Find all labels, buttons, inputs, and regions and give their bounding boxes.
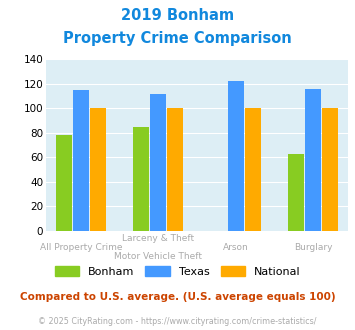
Text: Burglary: Burglary [294, 243, 332, 251]
Text: All Property Crime: All Property Crime [40, 243, 122, 251]
Bar [305, 89, 321, 231]
Bar [288, 154, 304, 231]
Text: © 2025 CityRating.com - https://www.cityrating.com/crime-statistics/: © 2025 CityRating.com - https://www.city… [38, 317, 317, 326]
Bar [322, 109, 338, 231]
Bar [228, 82, 244, 231]
Bar [133, 127, 149, 231]
Bar [245, 109, 261, 231]
Bar [168, 109, 183, 231]
Bar [151, 94, 166, 231]
Text: Property Crime Comparison: Property Crime Comparison [63, 31, 292, 46]
Text: Motor Vehicle Theft: Motor Vehicle Theft [114, 252, 202, 261]
Text: Larceny & Theft: Larceny & Theft [122, 234, 195, 243]
Text: Compared to U.S. average. (U.S. average equals 100): Compared to U.S. average. (U.S. average … [20, 292, 335, 302]
Bar [90, 109, 106, 231]
Text: Arson: Arson [223, 243, 248, 251]
Bar [56, 135, 72, 231]
Legend: Bonham, Texas, National: Bonham, Texas, National [50, 261, 305, 281]
Text: 2019 Bonham: 2019 Bonham [121, 8, 234, 23]
Bar [73, 90, 89, 231]
